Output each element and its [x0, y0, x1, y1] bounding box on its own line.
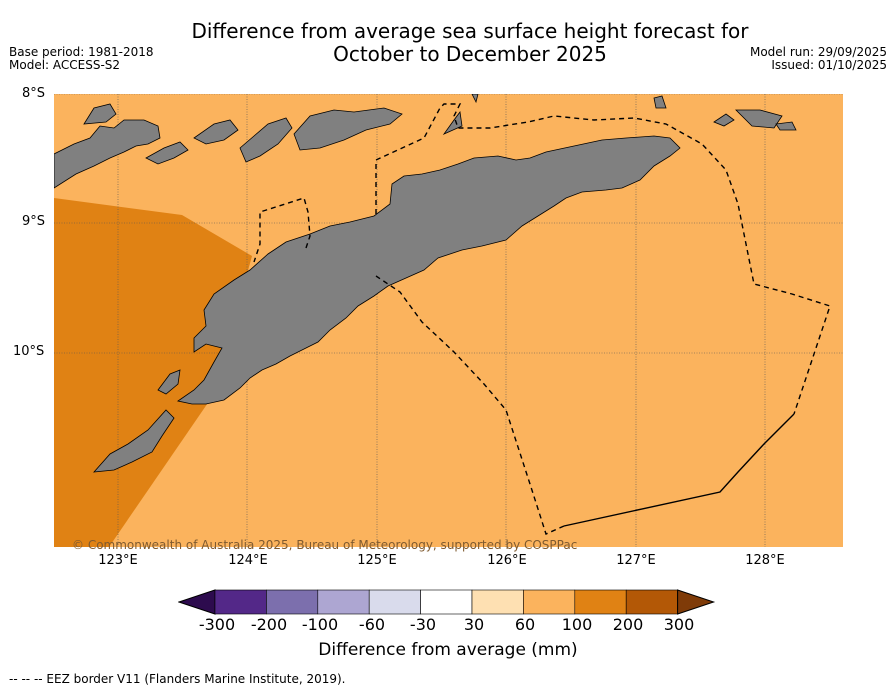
- cb-tick-7: 100: [561, 615, 593, 634]
- colorbar-label: Difference from average (mm): [318, 640, 578, 660]
- lon-label-124e: 124°E: [228, 553, 268, 568]
- land-wetar: [293, 107, 403, 151]
- eez-dashed-west: [253, 197, 311, 263]
- eez-dashed-south: [375, 275, 565, 535]
- eez-legend-note: -- -- -- EEZ border V11 (Flanders Marine…: [9, 672, 346, 686]
- meta-right: Model run: 29/09/2025 Issued: 01/10/2025: [750, 46, 887, 72]
- eez-borders: [253, 103, 831, 535]
- land-island-small-7: [653, 95, 667, 109]
- land-island-small-10: [775, 121, 797, 131]
- base-period: Base period: 1981-2018: [9, 45, 154, 59]
- colorbar-bin-4: [420, 589, 473, 615]
- eez-solid-south: [563, 413, 795, 527]
- cb-tick-9: 300: [663, 615, 695, 634]
- land-roti-savu: [93, 409, 175, 473]
- lat-label-10s: 10°S: [13, 344, 45, 359]
- colorbar-bin-3: [368, 589, 421, 615]
- lat-label-8s: 8°S: [22, 86, 46, 101]
- title-line-2: October to December 2025: [333, 42, 607, 66]
- cb-tick-0: -300: [198, 615, 236, 634]
- land-island-small-1: [83, 103, 117, 125]
- lat-label-9s: 9°S: [22, 214, 46, 229]
- lon-label-127e: 127°E: [616, 553, 656, 568]
- colorbar-bin-2: [317, 589, 370, 615]
- lon-label-126e: 126°E: [487, 553, 527, 568]
- issued-date: Issued: 01/10/2025: [771, 58, 887, 72]
- landmasses: [54, 94, 797, 473]
- model-name: Model: ACCESS-S2: [9, 58, 121, 72]
- cb-tick-6: 60: [514, 615, 536, 634]
- land-island-small-8: [713, 113, 735, 127]
- chart-title: Difference from average sea surface heig…: [150, 20, 790, 66]
- land-alor-wetar-north: [54, 119, 161, 189]
- meta-left: Base period: 1981-2018 Model: ACCESS-S2: [9, 46, 154, 72]
- colorbar-bin-5: [471, 589, 524, 615]
- cb-tick-5: 30: [463, 615, 485, 634]
- colorbar: [178, 589, 716, 615]
- land-island-small-4: [239, 117, 293, 163]
- land-island-small-9: [735, 109, 783, 129]
- lon-label-128e: 128°E: [745, 553, 785, 568]
- cb-tick-3: -60: [358, 615, 386, 634]
- land-island-small-11: [157, 369, 181, 395]
- land-timor: [177, 135, 681, 405]
- model-run: Model run: 29/09/2025: [749, 45, 887, 59]
- ocean-anomaly-100-200: [54, 198, 252, 547]
- colorbar-bin-1: [266, 589, 319, 615]
- colorbar-bin-6: [523, 589, 576, 615]
- copyright-notice: © Commonwealth of Australia 2025, Bureau…: [72, 538, 578, 552]
- colorbar-extend-low: [178, 589, 216, 615]
- cb-tick-8: 200: [612, 615, 644, 634]
- map: [54, 94, 843, 547]
- lon-label-125e: 125°E: [357, 553, 397, 568]
- title-line-1: Difference from average sea surface heig…: [191, 19, 749, 43]
- land-island-small-6: [471, 94, 479, 104]
- cb-tick-4: -30: [409, 615, 437, 634]
- land-island-small-3: [193, 119, 239, 145]
- lon-label-123e: 123°E: [98, 553, 138, 568]
- land-island-small-2: [145, 141, 189, 165]
- colorbar-bin-7: [574, 589, 627, 615]
- cb-tick-1: -200: [250, 615, 288, 634]
- colorbar-bin-8: [625, 589, 678, 615]
- cb-tick-2: -100: [301, 615, 339, 634]
- land-island-small-5: [442, 110, 463, 135]
- colorbar-bin-0: [214, 589, 267, 615]
- colorbar-extend-high: [677, 589, 716, 615]
